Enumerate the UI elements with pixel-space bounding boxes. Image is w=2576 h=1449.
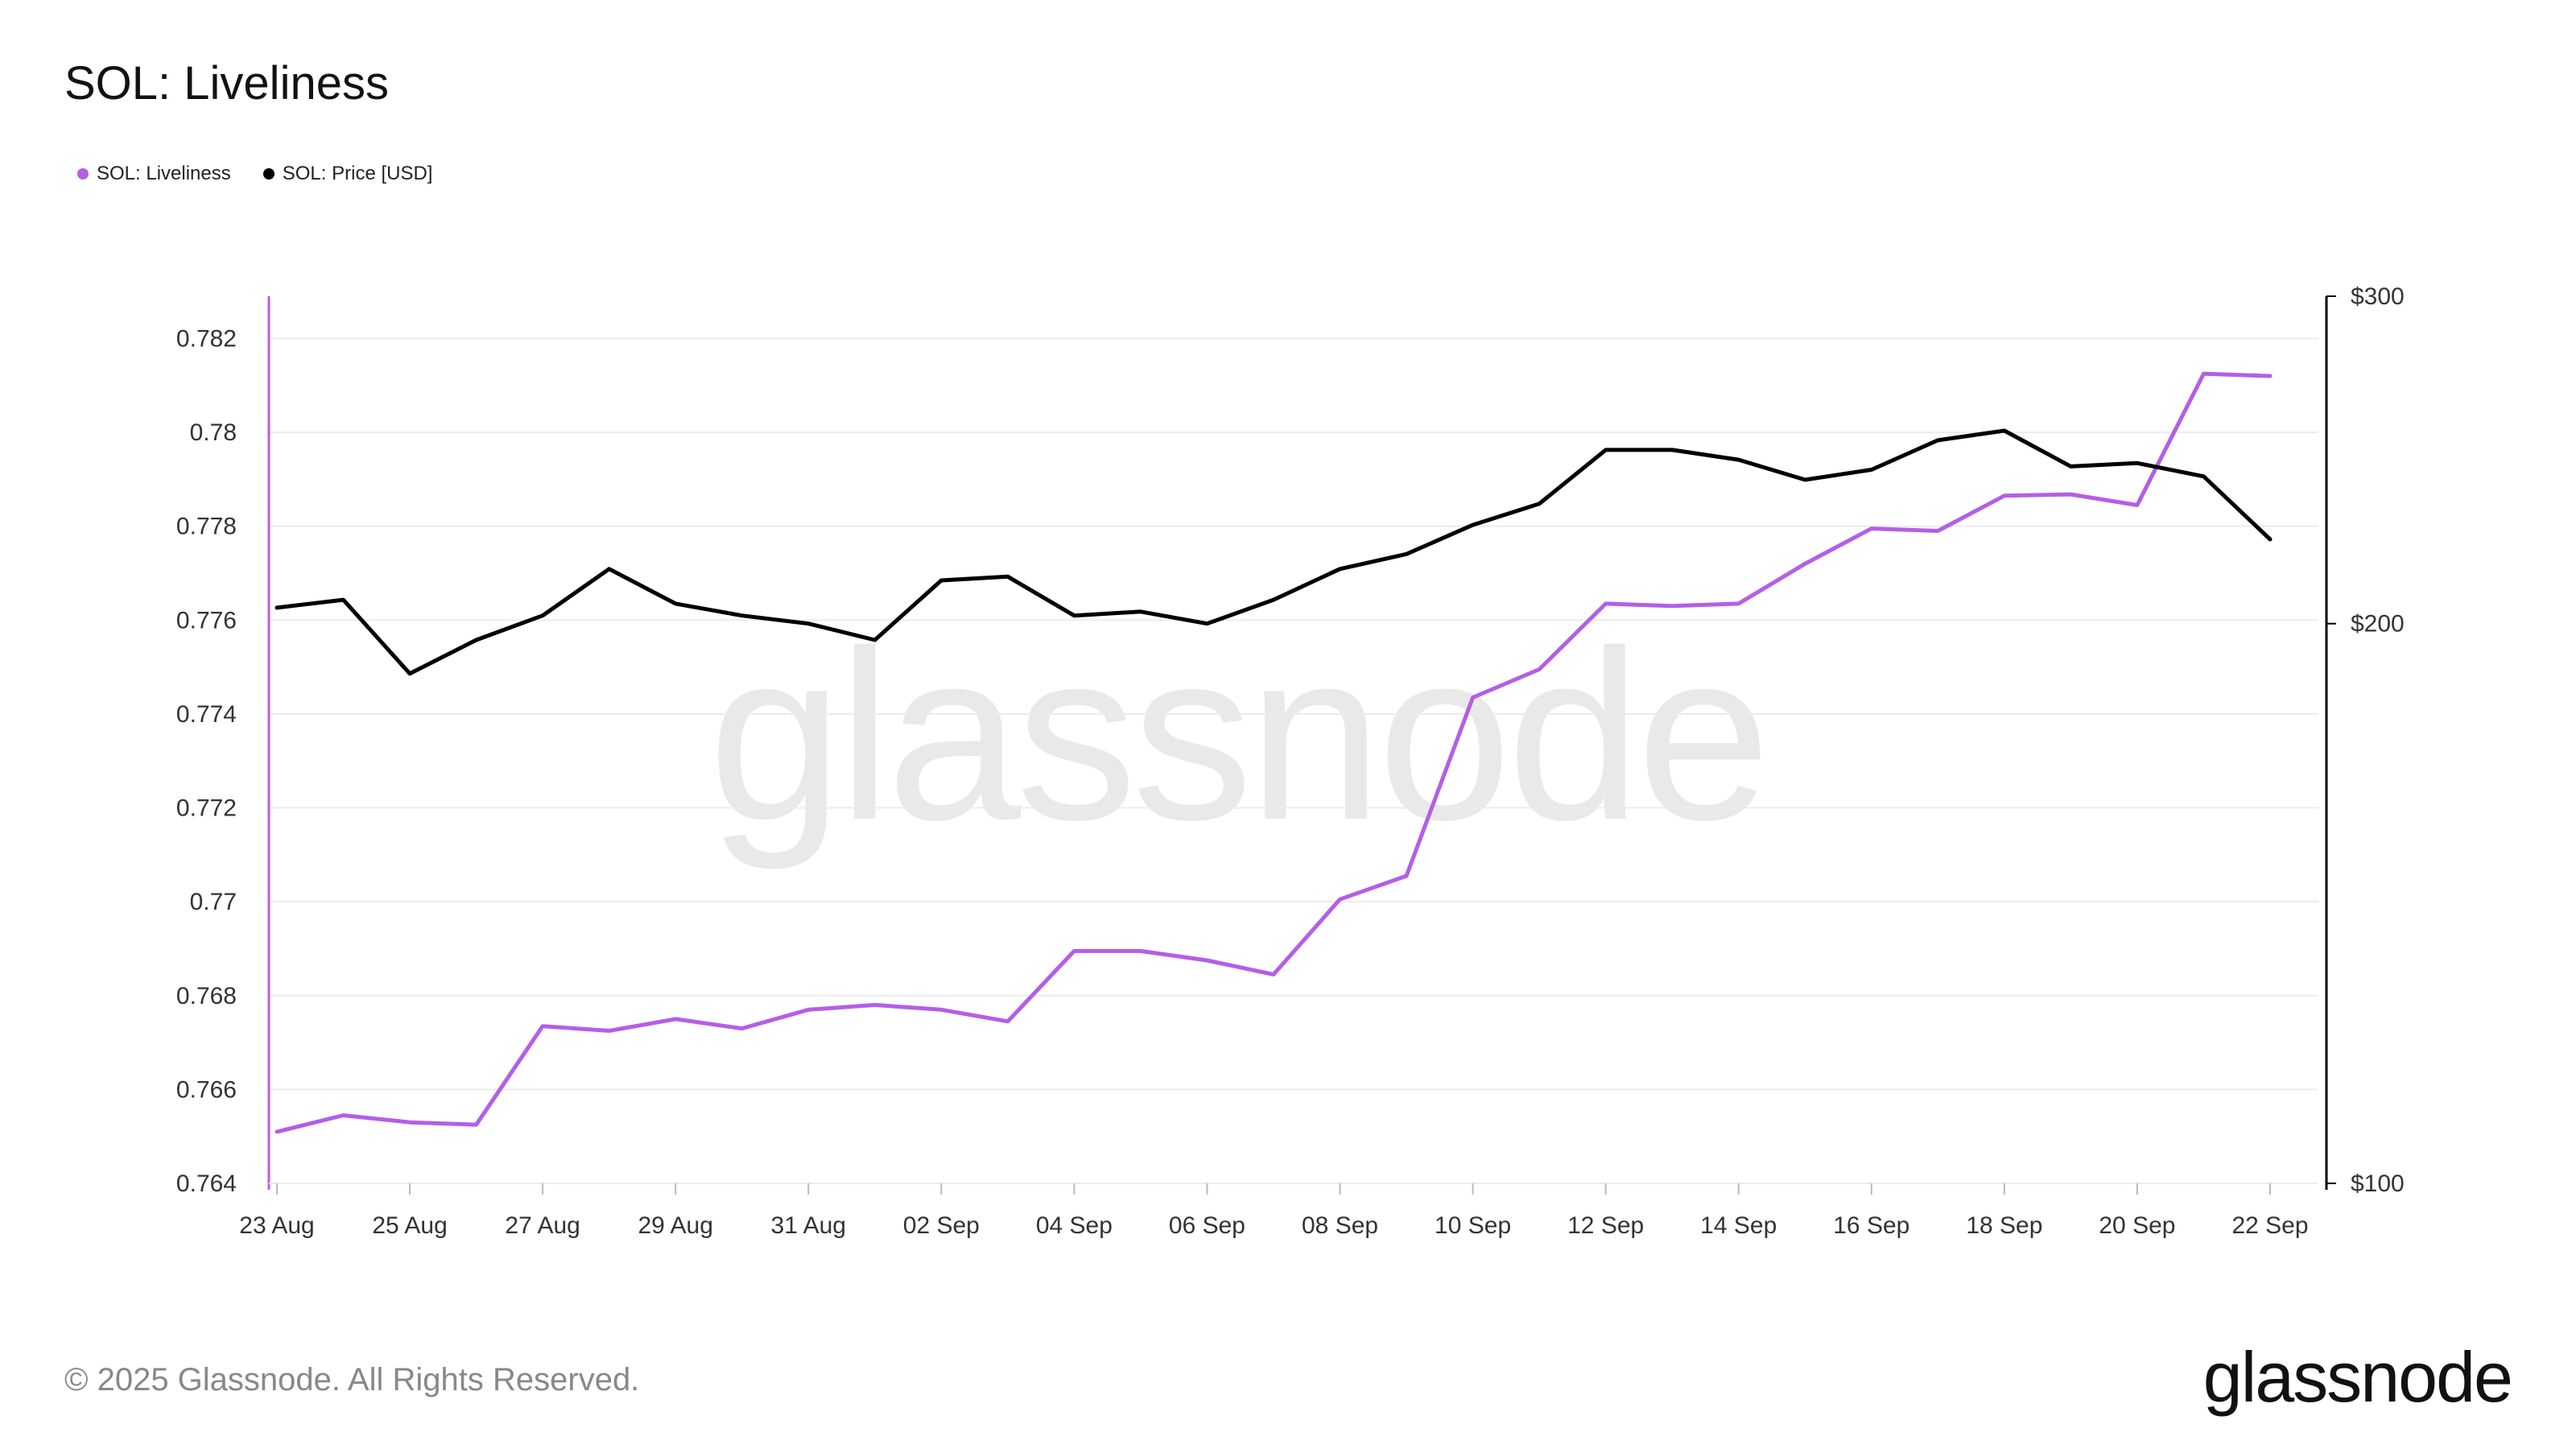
series-line-price — [275, 428, 2273, 676]
y-left-tick-label: 0.774 — [176, 701, 237, 728]
legend-label-price: SOL: Price [USD] — [282, 163, 433, 184]
x-tick-label: 14 Sep — [1700, 1212, 1777, 1239]
y-right-tick-label: $100 — [2351, 1170, 2405, 1197]
x-tick-label: 06 Sep — [1169, 1212, 1245, 1239]
x-tick-label: 23 Aug — [239, 1212, 314, 1239]
y-left-tick-label: 0.782 — [176, 325, 237, 352]
glassnode-logo: glassnode — [2202, 1337, 2513, 1417]
x-tick-label: 31 Aug — [771, 1212, 846, 1239]
x-tick-label: 20 Sep — [2099, 1212, 2175, 1239]
y-left-tick-label: 0.764 — [176, 1170, 237, 1197]
y-left-tick-label: 0.78 — [190, 419, 237, 446]
x-tick-label: 25 Aug — [372, 1212, 447, 1239]
y-left-tick-label: 0.768 — [176, 983, 237, 1009]
y-left-tick-label: 0.766 — [176, 1076, 237, 1103]
legend-item-price[interactable]: SOL: Price [USD] — [262, 163, 433, 185]
y-right-tick-label: $300 — [2351, 283, 2405, 310]
x-tick-label: 10 Sep — [1435, 1212, 1511, 1239]
x-tick-label: 22 Sep — [2231, 1212, 2308, 1239]
y-left-tick-label: 0.776 — [176, 607, 237, 634]
y-left-tick-label: 0.772 — [176, 795, 237, 822]
copyright-footer: © 2025 Glassnode. All Rights Reserved. — [64, 1362, 640, 1397]
x-tick-label: 04 Sep — [1036, 1212, 1113, 1239]
x-tick-label: 27 Aug — [505, 1212, 580, 1239]
legend-dot-price — [262, 168, 275, 180]
series-line-liveliness — [275, 371, 2273, 1134]
watermark: glassnode — [708, 600, 1771, 870]
x-tick-label: 08 Sep — [1302, 1212, 1378, 1239]
x-tick-label: 18 Sep — [1966, 1212, 2042, 1239]
x-tick-label: 12 Sep — [1567, 1212, 1644, 1239]
x-tick-label: 16 Sep — [1833, 1212, 1909, 1239]
x-tick-label: 29 Aug — [638, 1212, 712, 1239]
y-left-tick-label: 0.77 — [190, 889, 237, 915]
legend-label-liveliness: SOL: Liveliness — [97, 163, 231, 184]
y-right-tick-label: $200 — [2351, 611, 2405, 638]
legend: SOL: Liveliness SOL: Price [USD] — [77, 163, 464, 185]
legend-item-liveliness[interactable]: SOL: Liveliness — [77, 163, 231, 185]
x-tick-label: 02 Sep — [903, 1212, 980, 1239]
y-left-tick-label: 0.778 — [176, 514, 237, 540]
chart-title: SOL: Liveliness — [64, 57, 389, 109]
legend-dot-liveliness — [77, 168, 89, 180]
